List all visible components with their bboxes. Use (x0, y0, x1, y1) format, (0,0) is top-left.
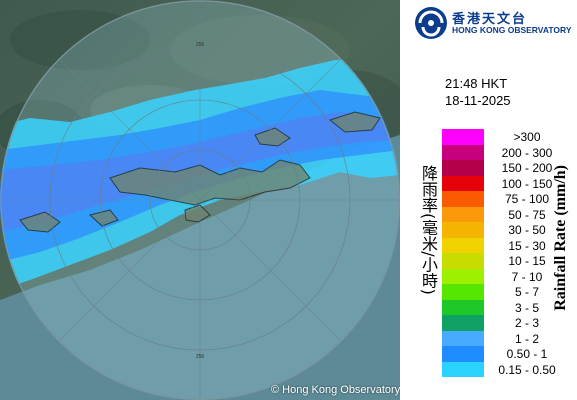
legend-color-swatch (442, 315, 484, 331)
legend-row: 150 - 200 (442, 160, 570, 176)
legend-bin-label: 100 - 150 (501, 176, 553, 191)
legend-bin-label: >300 (513, 130, 541, 144)
legend-bin-label: 7 - 10 (511, 269, 543, 284)
coastline (19, 111, 381, 233)
logo-chinese-name: 香港天文台 (452, 12, 528, 27)
range-label-bottom: 256 (196, 354, 205, 360)
legend-color-swatch (442, 191, 484, 207)
legend-color-swatch (442, 144, 484, 160)
range-label-top: 256 (196, 42, 205, 48)
legend-bin-label: 5 - 7 (514, 285, 539, 299)
legend-color-swatch (442, 299, 484, 315)
legend-title-chinese: 降雨率(毫米/小時) (419, 165, 438, 295)
legend-bin-label: 30 - 50 (508, 223, 546, 237)
observation-time: 21:48 HKT (445, 76, 508, 91)
observation-date: 18-11-2025 (445, 93, 511, 108)
legend-title-english: Rainfall Rate (mm/h) (552, 165, 569, 311)
legend-color-swatch (442, 237, 484, 253)
legend-color-swatch (442, 346, 484, 362)
legend-bin-label: 50 - 75 (508, 207, 546, 222)
legend-color-swatch (442, 253, 484, 269)
copyright-notice: © Hong Kong Observatory (271, 384, 400, 396)
radar-map: 256 256 © Hong Kong Observatory (0, 0, 400, 400)
legend-bin-label: 10 - 15 (508, 254, 546, 268)
legend-bin-label: 0.15 - 0.50 (498, 362, 556, 377)
legend-bin-label: 3 - 5 (514, 300, 539, 315)
legend-row: 10 - 15 (442, 253, 570, 269)
legend-bin-label: 200 - 300 (501, 145, 553, 160)
legend-row: 2 - 3 (442, 315, 570, 331)
legend-color-swatch (442, 330, 484, 346)
legend-row: 3 - 5 (442, 299, 570, 315)
legend-color-swatch (442, 284, 484, 300)
legend-row: 100 - 150 (442, 175, 570, 191)
radar-map-image: 256 256 (0, 0, 400, 400)
legend-color-swatch (442, 222, 484, 238)
legend-color-swatch (442, 175, 484, 191)
legend-color-swatch (442, 361, 484, 377)
legend-bin-label: 0.50 - 1 (506, 347, 548, 361)
legend-row: 1 - 2 (442, 330, 570, 346)
legend-bin-label: 15 - 30 (508, 238, 546, 253)
legend-row: 0.15 - 0.50 (442, 361, 570, 377)
legend-row: 5 - 7 (442, 284, 570, 300)
side-panel: 香港天文台 HONG KONG OBSERVATORY 21:48 HKT 18… (400, 0, 577, 400)
legend-bin-label: 75 - 100 (504, 192, 550, 206)
legend-bin-label: 1 - 2 (514, 331, 539, 346)
legend-color-swatch (442, 129, 484, 145)
legend-color-swatch (442, 206, 484, 222)
legend-row: 50 - 75 (442, 206, 570, 222)
logo-english-name: HONG KONG OBSERVATORY (452, 25, 572, 35)
legend-row: 30 - 50 (442, 222, 570, 238)
range-spokes (0, 0, 400, 400)
legend-row: >300 (442, 129, 570, 145)
legend-row: 75 - 100 (442, 191, 570, 207)
rainfall-legend: >300 200 - 300 150 - 200 100 - 150 75 - 100 5… (442, 129, 570, 377)
legend-color-swatch (442, 160, 484, 176)
legend-color-swatch (442, 268, 484, 284)
radar-range-boundary (0, 0, 400, 400)
legend-row: 15 - 30 (442, 237, 570, 253)
observatory-logo-icon (415, 7, 447, 39)
legend-row: 200 - 300 (442, 144, 570, 160)
legend-row: 0.50 - 1 (442, 346, 570, 362)
legend-row: 7 - 10 (442, 268, 570, 284)
legend-bin-label: 150 - 200 (501, 161, 553, 175)
legend-bin-label: 2 - 3 (514, 316, 539, 330)
